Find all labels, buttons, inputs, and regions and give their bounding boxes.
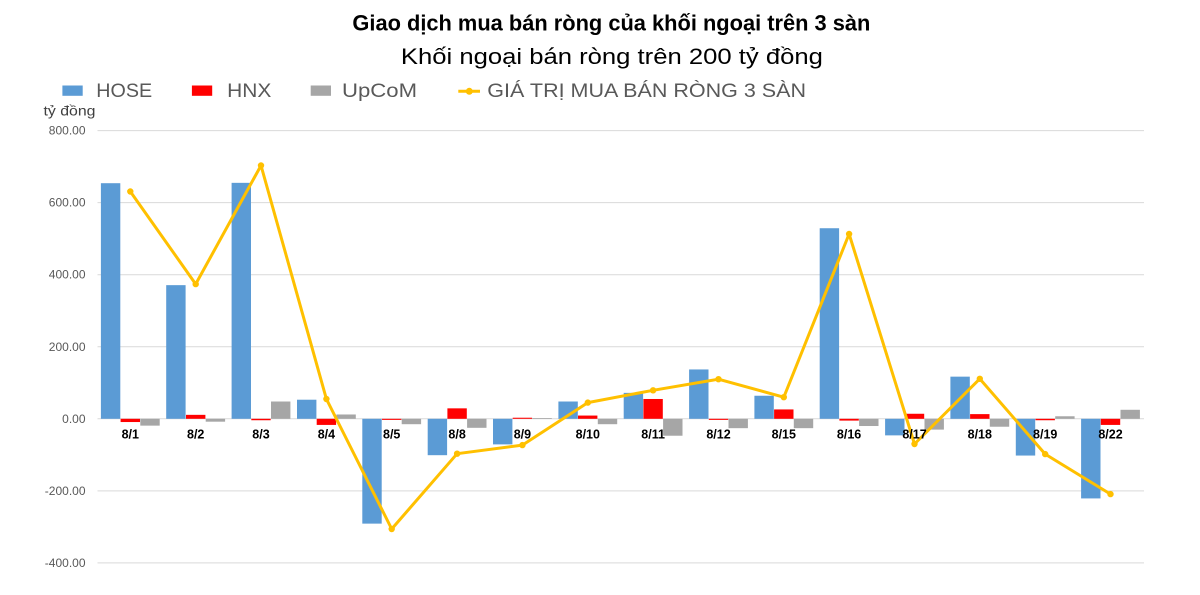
svg-text:8/1: 8/1 [122,428,139,442]
svg-text:800.00: 800.00 [49,124,86,138]
svg-text:-400.00: -400.00 [45,556,86,570]
svg-text:8/15: 8/15 [772,428,796,442]
svg-text:HOSE: HOSE [96,81,152,102]
svg-text:600.00: 600.00 [49,196,86,210]
svg-text:8/12: 8/12 [706,428,730,442]
svg-text:Khối ngoại bán ròng trên 200 t: Khối ngoại bán ròng trên 200 tỷ đồng [401,44,823,69]
svg-text:UpCoM: UpCoM [342,81,417,102]
svg-text:8/10: 8/10 [576,428,600,442]
svg-text:HNX: HNX [227,81,272,102]
svg-text:8/9: 8/9 [514,428,531,442]
svg-text:8/3: 8/3 [252,428,269,442]
svg-text:8/19: 8/19 [1033,428,1057,442]
svg-text:8/18: 8/18 [968,428,992,442]
svg-text:tỷ đồng: tỷ đồng [44,104,96,119]
svg-text:8/4: 8/4 [318,428,335,442]
svg-text:200.00: 200.00 [49,340,86,354]
svg-text:8/5: 8/5 [383,428,400,442]
svg-text:8/8: 8/8 [448,428,465,442]
svg-text:8/22: 8/22 [1098,428,1122,442]
svg-text:8/2: 8/2 [187,428,204,442]
svg-text:8/11: 8/11 [641,428,665,442]
svg-text:Giao dịch mua bán ròng của khố: Giao dịch mua bán ròng của khối ngoại tr… [352,11,870,36]
svg-text:-200.00: -200.00 [45,484,86,498]
svg-text:8/16: 8/16 [837,428,861,442]
svg-text:8/17: 8/17 [902,428,926,442]
svg-text:0.00: 0.00 [62,412,86,426]
svg-text:GIÁ TRỊ MUA BÁN RÒNG 3 SÀN: GIÁ TRỊ MUA BÁN RÒNG 3 SÀN [487,80,806,102]
svg-text:400.00: 400.00 [49,268,86,282]
